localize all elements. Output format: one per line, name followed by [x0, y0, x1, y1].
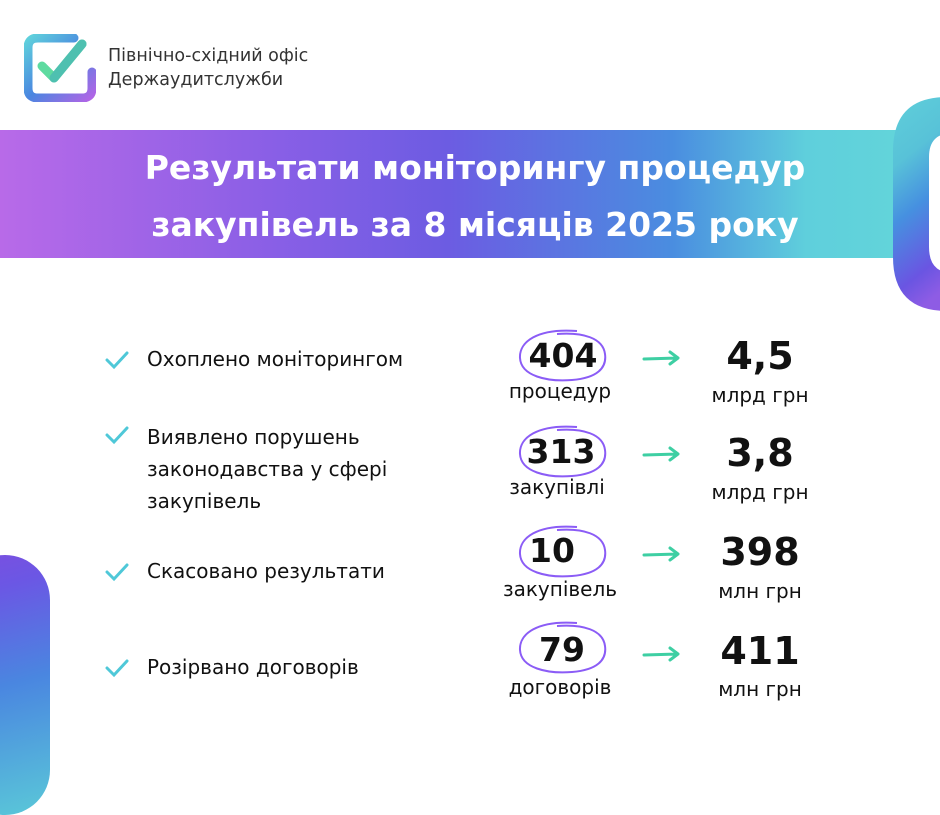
row-number: 404	[528, 336, 598, 375]
row-value: 398	[720, 530, 800, 574]
row-label: закупівель	[147, 489, 262, 513]
hand-drawn-circle	[518, 525, 607, 578]
check-icon	[105, 563, 129, 582]
decorative-shape-right	[893, 97, 940, 311]
title-line2: закупівель за 8 місяців 2025 року	[151, 205, 799, 244]
row-label: Охоплено моніторингом	[147, 347, 404, 371]
row-number: 313	[526, 432, 596, 471]
row-label: законодавства у сфері	[147, 457, 388, 481]
row-value-unit: млн грн	[718, 677, 802, 701]
arrow-right-icon	[642, 646, 680, 662]
row-number-unit: закупівлі	[509, 475, 605, 499]
title-line1: Результати моніторингу процедур	[144, 148, 806, 187]
title-banner	[0, 130, 896, 258]
row-number-unit: договорів	[508, 675, 612, 699]
row-value-unit: млрд грн	[711, 480, 809, 504]
row-value: 411	[720, 629, 800, 673]
check-icon	[105, 426, 129, 445]
arrow-right-icon	[642, 446, 680, 462]
row-label: Розірвано договорів	[147, 655, 359, 679]
row-label: Виявлено порушень	[147, 425, 360, 449]
check-icon	[105, 659, 129, 678]
hand-drawn-circle	[518, 621, 607, 674]
row-number: 10	[529, 531, 575, 570]
arrow-right-icon	[642, 546, 680, 562]
row-value-unit: млрд грн	[711, 383, 809, 407]
row-value-unit: млн грн	[718, 579, 802, 603]
hand-drawn-circle	[518, 329, 607, 382]
row-value: 4,5	[726, 334, 794, 378]
row-number-unit: процедур	[508, 379, 612, 403]
check-icon	[105, 351, 129, 370]
logo-checkmark-icon	[24, 34, 96, 102]
logo-text-line2: Держаудитслужби	[108, 70, 284, 90]
row-label: Скасовано результати	[147, 559, 385, 583]
hand-drawn-circle	[518, 425, 607, 478]
decorative-shape-left	[0, 555, 50, 815]
logo-text-line1: Північно-східний офіс	[108, 46, 309, 66]
arrow-right-icon	[642, 350, 680, 366]
row-value: 3,8	[726, 431, 794, 475]
row-number: 79	[539, 630, 585, 669]
row-number-unit: закупівель	[502, 577, 618, 601]
